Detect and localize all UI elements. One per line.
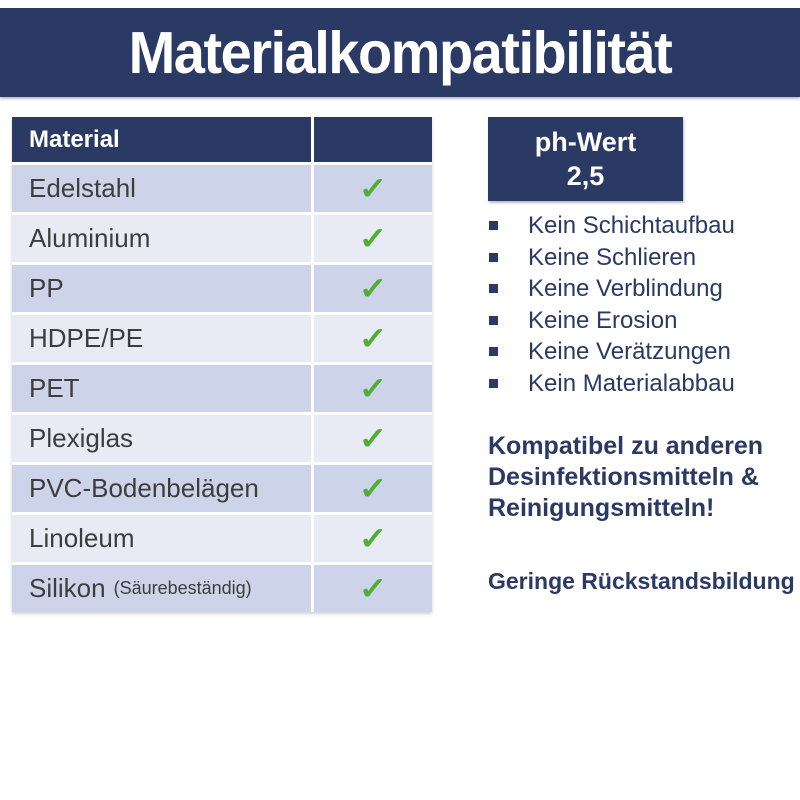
- compatibility-note-line: Reinigungsmitteln!: [488, 494, 715, 522]
- material-note: (Säurebeständig): [113, 578, 252, 598]
- table-row: PET ✓: [12, 365, 432, 412]
- material-table: Material Edelstahl ✓ Aluminium ✓ PP: [12, 117, 432, 612]
- ph-value: 2,5: [566, 161, 605, 191]
- list-item: Kein Schichtaufbau: [489, 211, 799, 243]
- table-row: Silikon (Säurebeständig) ✓: [12, 565, 432, 612]
- square-bullet-icon: [489, 378, 498, 388]
- checkmark-icon: ✓: [358, 471, 388, 506]
- material-label: PVC-Bodenbelägen: [29, 473, 259, 503]
- check-cell: ✓: [314, 265, 432, 312]
- ph-value-box: ph-Wert 2,5: [488, 117, 683, 201]
- checkmark-icon: ✓: [358, 271, 388, 306]
- table-header-row: Material: [12, 117, 432, 162]
- material-label: Plexiglas: [29, 423, 134, 453]
- material-cell: PET: [12, 365, 311, 412]
- compatibility-note-line: Desinfektionsmitteln &: [488, 463, 759, 491]
- ph-label: ph-Wert: [534, 127, 637, 157]
- check-cell: ✓: [314, 215, 432, 262]
- material-cell: Plexiglas: [12, 415, 311, 462]
- list-item: Keine Erosion: [489, 306, 799, 338]
- table-row: Aluminium ✓: [12, 215, 432, 262]
- bullet-text: Kein Schichtaufbau: [528, 212, 735, 239]
- checkmark-icon: ✓: [358, 321, 388, 356]
- check-cell: ✓: [314, 415, 432, 462]
- material-label: PET: [29, 373, 80, 403]
- material-label: Aluminium: [29, 223, 151, 253]
- column-header-material: Material: [12, 117, 311, 162]
- title-banner: Materialkompatibilität: [0, 8, 800, 97]
- square-bullet-icon: [489, 252, 498, 262]
- table-row: PVC-Bodenbelägen ✓: [12, 465, 432, 512]
- compatibility-note: Kompatibel zu anderen Desinfektionsmitte…: [488, 431, 763, 524]
- check-cell: ✓: [314, 315, 432, 362]
- table-row: Linoleum ✓: [12, 515, 432, 562]
- square-bullet-icon: [489, 221, 498, 230]
- material-label: HDPE/PE: [29, 323, 144, 353]
- checkmark-icon: ✓: [358, 571, 388, 606]
- material-cell: PP: [12, 265, 311, 312]
- material-cell: Silikon (Säurebeständig): [12, 565, 311, 612]
- check-cell: ✓: [314, 165, 432, 212]
- bullet-text: Keine Schlieren: [528, 243, 697, 271]
- table-row: Edelstahl ✓: [12, 165, 432, 212]
- compatibility-note-line: Kompatibel zu anderen: [488, 432, 764, 460]
- bullet-text: Keine Verätzungen: [528, 338, 731, 365]
- table-row: PP ✓: [12, 265, 432, 312]
- table-row: HDPE/PE ✓: [12, 315, 432, 362]
- column-header-check: [314, 117, 432, 162]
- checkmark-icon: ✓: [358, 421, 388, 456]
- table-row: Plexiglas ✓: [12, 415, 432, 462]
- square-bullet-icon: [489, 347, 498, 356]
- checkmark-icon: ✓: [358, 171, 388, 206]
- bullet-text: Keine Erosion: [528, 306, 678, 334]
- material-cell: Edelstahl: [12, 165, 311, 212]
- check-cell: ✓: [314, 365, 432, 412]
- checkmark-icon: ✓: [358, 521, 388, 556]
- list-item: Keine Schlieren: [489, 243, 799, 275]
- bullet-text: Kein Materialabbau: [528, 369, 735, 397]
- list-item: Kein Materialabbau: [489, 369, 799, 401]
- benefits-list: Kein Schichtaufbau Keine Schlieren Keine…: [489, 211, 799, 400]
- material-label: PP: [29, 273, 64, 303]
- checkmark-icon: ✓: [358, 371, 388, 406]
- residue-note: Geringe Rückstandsbildung: [488, 568, 795, 594]
- checkmark-icon: ✓: [358, 221, 388, 256]
- bullet-text: Keine Verblindung: [528, 275, 723, 302]
- material-label: Edelstahl: [29, 173, 136, 203]
- material-label: Linoleum: [29, 523, 135, 553]
- square-bullet-icon: [489, 315, 498, 325]
- list-item: Keine Verblindung: [489, 274, 799, 306]
- material-cell: HDPE/PE: [12, 315, 311, 362]
- check-cell: ✓: [314, 515, 432, 562]
- material-cell: Linoleum: [12, 515, 311, 562]
- check-cell: ✓: [314, 565, 432, 612]
- material-cell: Aluminium: [12, 215, 311, 262]
- list-item: Keine Verätzungen: [489, 337, 799, 369]
- material-cell: PVC-Bodenbelägen: [12, 465, 311, 512]
- square-bullet-icon: [489, 284, 498, 293]
- check-cell: ✓: [314, 465, 432, 512]
- material-label: Silikon: [29, 573, 106, 603]
- page-title: Materialkompatibilität: [128, 19, 673, 86]
